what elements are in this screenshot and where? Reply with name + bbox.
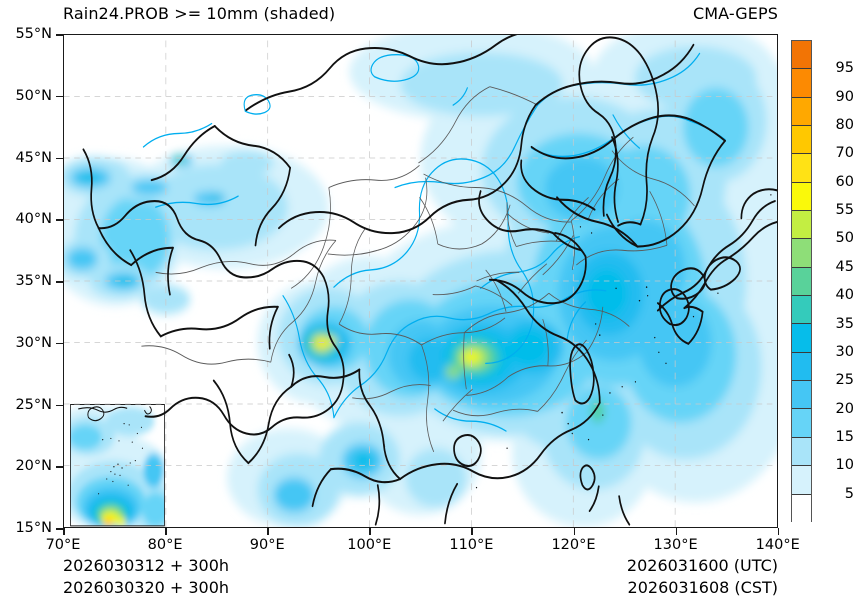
page-title: Rain24.PROB >= 10mm (shaded) [63,4,336,23]
colorbar-tick-label: 50 [835,230,854,247]
y-axis-label: 25°N [15,396,52,413]
colorbar-band [792,494,811,523]
x-axis-label: 120°E [551,537,596,553]
colorbar-band [792,69,811,98]
colorbar-band [792,267,811,297]
colorbar-tick-label: 60 [835,173,854,190]
y-tick [56,528,63,530]
precip-probability-shading [64,35,777,527]
x-tick [471,528,473,535]
x-axis-label: 90°E [249,537,285,553]
colorbar-tick-label: 30 [835,343,854,360]
model-label: CMA-GEPS [692,4,778,23]
x-tick [63,528,65,535]
y-axis-label: 20°N [15,458,52,475]
y-axis-label: 50°N [15,87,52,104]
y-axis-label: 30°N [15,334,52,351]
colorbar-band [792,41,811,70]
map-svg [64,35,777,527]
x-axis-label: 70°E [45,537,81,553]
colorbar-tick-label: 15 [835,428,854,445]
x-tick [369,528,371,535]
y-axis-label: 45°N [15,149,52,166]
y-tick [56,281,63,283]
colorbar-band [792,296,811,325]
x-tick [267,528,269,535]
colorbar-tick-label: 55 [835,202,854,219]
islands-layer [475,194,772,489]
x-axis-label: 100°E [347,537,392,553]
colorbar-tick-label: 5 [844,485,854,502]
colorbar-tick-label: 90 [835,88,854,105]
colorbar-band [792,97,811,127]
init-time-utc: 2026030312 + 300h [63,556,230,575]
colorbar-tick-label: 95 [835,60,854,77]
x-axis-label: 110°E [449,537,494,553]
colorbar-band [792,239,811,268]
init-time-cst: 2026030320 + 300h [63,578,230,597]
south-china-sea-inset [70,404,165,527]
y-tick [56,219,63,221]
colorbar-band [792,437,811,467]
x-axis-label: 140°E [755,537,800,553]
colorbar-band [792,211,811,240]
map-clip [64,35,777,527]
map-gridlines [64,35,777,527]
y-axis-label: 40°N [15,211,52,228]
colorbar-tick-label: 80 [835,117,854,134]
y-tick [56,34,63,36]
colorbar-tick-label: 35 [835,315,854,332]
colorbar-band [792,381,811,410]
colorbar-tick-label: 45 [835,258,854,275]
colorbar-band [792,409,811,438]
colorbar [791,40,812,523]
map-plot-area [63,34,778,528]
x-tick [165,528,167,535]
colorbar-tick-label: 10 [835,457,854,474]
colorbar-band [792,182,811,212]
colorbar-band [792,154,811,183]
y-tick [56,157,63,159]
colorbar-tick-label: 20 [835,400,854,417]
colorbar-band [792,352,811,382]
country-borders [82,35,777,526]
colorbar-tick-label: 70 [835,145,854,162]
y-axis-label: 15°N [15,520,52,536]
y-axis-label: 35°N [15,273,52,289]
x-axis-label: 80°E [147,537,183,553]
y-tick [56,342,63,345]
x-tick [573,528,575,535]
x-tick [777,528,780,535]
x-tick [675,528,678,535]
y-tick [56,95,63,98]
colorbar-band [792,466,811,495]
y-axis-label: 55°N [15,26,52,42]
province-borders [141,86,695,453]
colorbar-band [792,126,811,155]
y-tick [56,404,63,406]
valid-time-cst: 2026031608 (CST) [627,578,778,597]
colorbar-band [792,324,811,353]
colorbar-tick-label: 40 [835,287,854,304]
x-axis-label: 130°E [653,537,698,553]
y-tick [56,466,63,468]
colorbar-tick-label: 25 [835,372,854,389]
valid-time-utc: 2026031600 (UTC) [626,556,778,575]
